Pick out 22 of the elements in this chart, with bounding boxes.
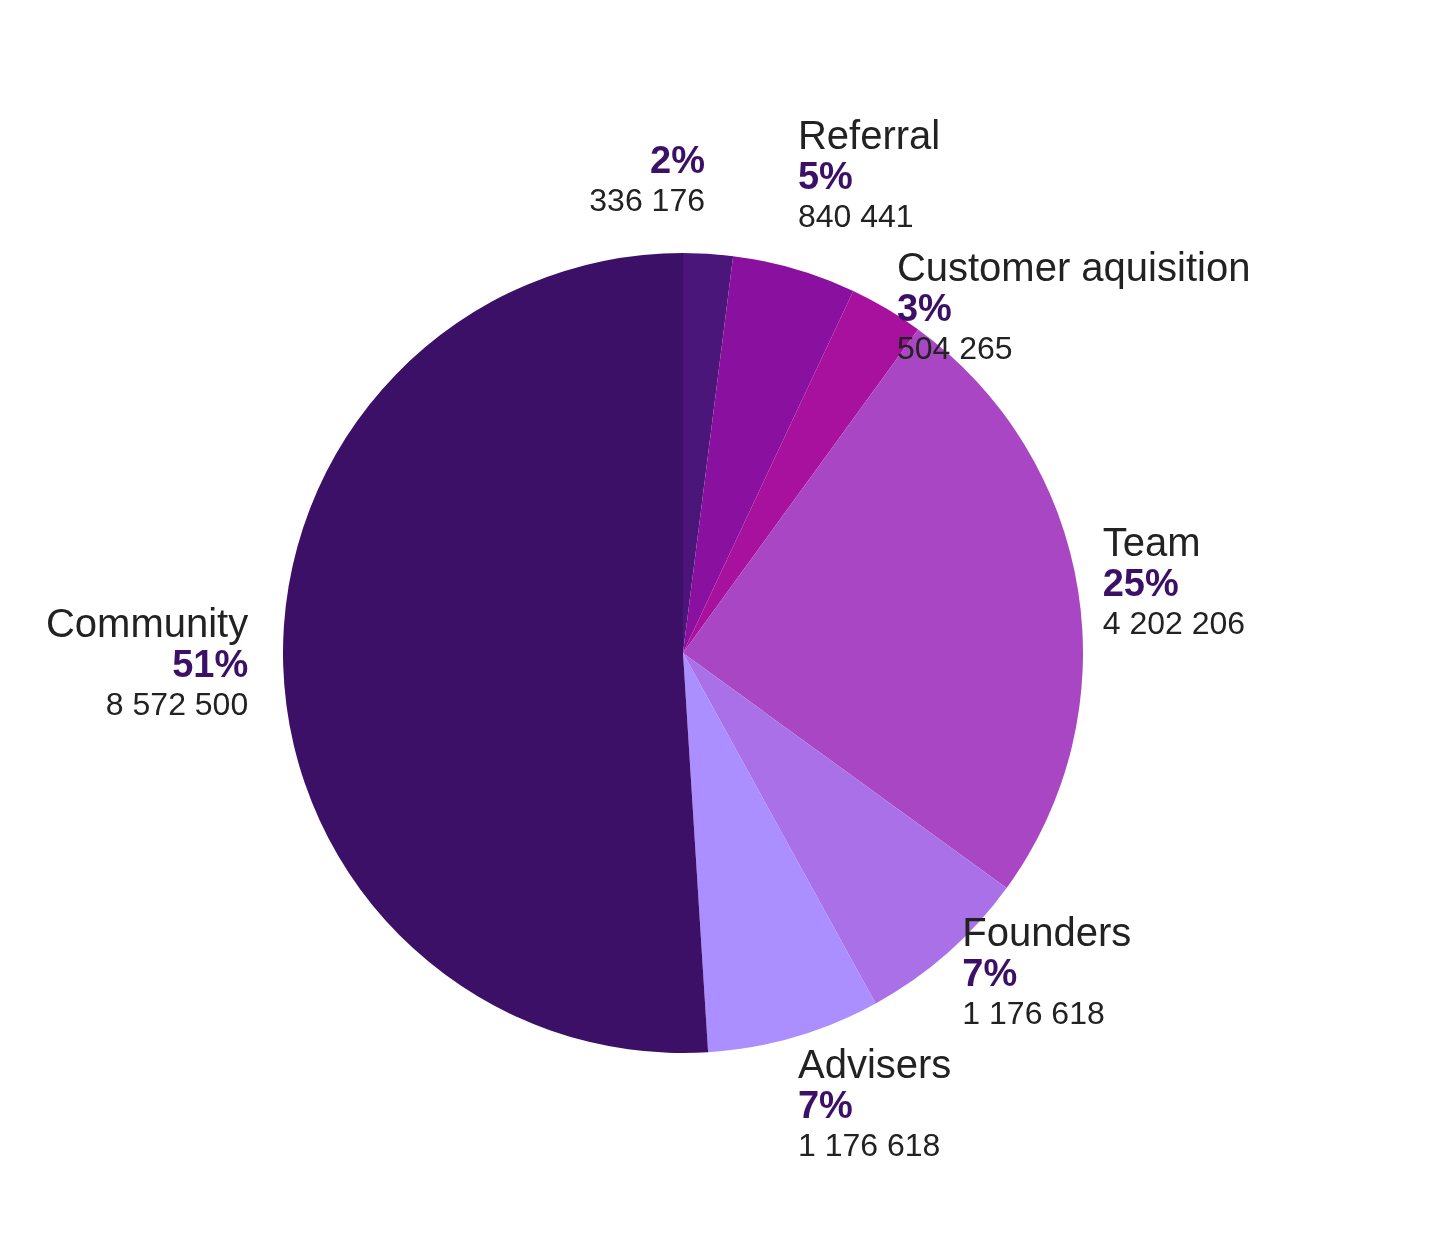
text: 4 202 206 [1102, 604, 1246, 641]
text: 1 176 618 [962, 994, 1105, 1031]
slice-label: Team [1102, 519, 1201, 564]
slice-label: Founders [962, 909, 1132, 954]
text: 1 176 618 [797, 1126, 941, 1163]
data-label: 3% [896, 287, 952, 330]
data-label: 7% [797, 1083, 853, 1126]
slice-label: Customer aquisition [896, 245, 1251, 290]
pie-slice [283, 253, 709, 1053]
data-label: 25% [1102, 561, 1179, 604]
slice-label: Referral [797, 113, 941, 158]
text: 336 176 [589, 181, 705, 218]
text: 504 265 [896, 330, 1013, 367]
slice-label: Community [45, 600, 249, 645]
slice-label: Advisers [797, 1041, 952, 1086]
pie-slice [683, 329, 1083, 889]
text: 8 572 500 [105, 685, 249, 722]
text: 840 441 [797, 198, 914, 235]
pie-slice [683, 256, 854, 653]
data-label: 5% [797, 155, 853, 198]
data-label: 2% [650, 138, 705, 181]
data-label: 7% [962, 951, 1018, 994]
